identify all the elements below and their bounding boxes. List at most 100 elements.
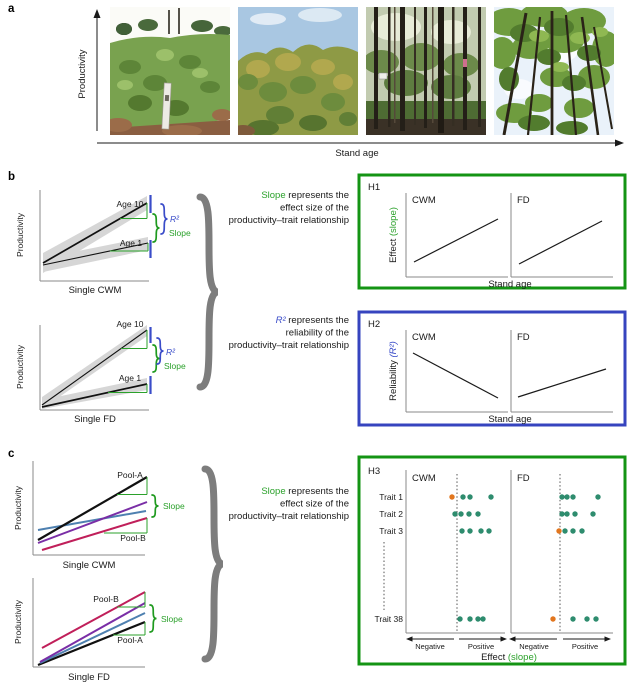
effect-dot-teal (584, 616, 590, 622)
effect-dot-teal (457, 616, 463, 622)
pool-line-crimson (41, 517, 148, 551)
effect-dot-teal (590, 511, 596, 517)
h3-label: H3 (368, 466, 380, 477)
pool-b-label: Pool-B (93, 594, 119, 604)
x-axis-label: Single FD (74, 414, 116, 425)
effect-dot-teal (458, 511, 464, 517)
h1-fd-trend-line (518, 220, 603, 265)
a-y-axis-arrow-icon (93, 9, 101, 18)
slope-brace-icon (152, 344, 160, 373)
effect-dot-teal (467, 616, 473, 622)
effect-dot-teal (466, 511, 472, 517)
effect-dot-orange (449, 494, 455, 500)
svg-text:productivity–trait relationshi: productivity–trait relationship (229, 340, 349, 351)
regression-line-age1 (41, 383, 148, 408)
svg-text:effect size of the: effect size of the (280, 499, 349, 510)
svg-text:R² represents the: R² represents the (276, 315, 349, 326)
age1-label: Age 1 (119, 373, 141, 383)
h1-cwm-label: CWM (412, 195, 436, 206)
pool-line-black (37, 476, 148, 541)
panel-a-letter: a (8, 3, 15, 15)
effect-dot-teal (480, 616, 486, 622)
y-axis-label: Productivity (15, 344, 25, 389)
effect-dot-teal (467, 528, 473, 534)
trait-row-label: Trait 38 (374, 614, 403, 624)
effect-dot-teal (570, 528, 576, 534)
slope-brace-icon (152, 213, 160, 243)
h2-cwm-label: CWM (412, 332, 436, 343)
y-axis-label: Productivity (15, 212, 25, 257)
effect-dot-teal (595, 494, 601, 500)
pool-line-purple (39, 602, 146, 663)
negative-label: Negative (415, 642, 445, 651)
effect-dot-teal (579, 528, 585, 534)
effect-dot-teal (593, 616, 599, 622)
effect-dot-teal (478, 528, 484, 534)
h2-x-axis-label: Stand age (488, 414, 531, 425)
pool-line-black (37, 620, 146, 667)
b-slope-note: Slope represents the effect size of the … (229, 190, 349, 226)
pool-a-label: Pool-A (117, 470, 143, 480)
effect-dot-teal (570, 616, 576, 622)
h1-y-axis-label: Effect (slope) (388, 207, 399, 263)
pool-line-steel (37, 510, 147, 531)
positive-label: Positive (468, 642, 494, 651)
pool-line-steel (39, 612, 146, 664)
age1-label: Age 1 (120, 238, 142, 248)
r2-note-highlight: R² (276, 315, 287, 326)
h2-y-axis-label: Reliability (R²) (388, 341, 399, 401)
trait-row-label: Trait 3 (379, 526, 403, 536)
arrow-right-icon (500, 636, 507, 642)
arrow-left-icon (406, 636, 413, 642)
effect-dot-teal (564, 511, 570, 517)
panel-c-brace-icon (201, 465, 225, 663)
r2-brace-icon (160, 203, 168, 235)
a-x-axis-label: Stand age (335, 148, 378, 159)
svg-text:reliability of the: reliability of the (286, 328, 349, 339)
effect-dot-teal (459, 528, 465, 534)
x-axis-label: Single CWM (69, 285, 122, 296)
arrow-left-icon (509, 636, 516, 642)
slope-label: Slope (161, 614, 183, 624)
effect-dot-teal (452, 511, 458, 517)
b-r2-note: R² represents the reliability of the pro… (229, 315, 349, 351)
effect-dot-teal (486, 528, 492, 534)
negative-label: Negative (519, 642, 549, 651)
h1-fd-label: FD (517, 195, 530, 206)
age10-label: Age 10 (117, 199, 144, 209)
h3-fd-label: FD (517, 473, 530, 484)
stand-photo-3 (366, 7, 486, 135)
slope-label: Slope (163, 501, 185, 511)
panel-a: a Productivity Stand age (8, 3, 624, 159)
effect-dot-teal (475, 511, 481, 517)
effect-dot-teal (572, 511, 578, 517)
slope-label: Slope (169, 228, 191, 238)
h2-cwm-trend-line (412, 352, 499, 399)
pool-line-purple (37, 501, 148, 544)
effect-dot-teal (488, 494, 494, 500)
x-axis-label: Single FD (68, 672, 110, 683)
effect-dot-teal (460, 494, 466, 500)
h1-x-axis-label: Stand age (488, 279, 531, 290)
slope-angle-marker (113, 622, 146, 636)
effect-dot-teal (562, 528, 568, 534)
svg-text:productivity–trait relationshi: productivity–trait relationship (229, 511, 349, 522)
regression-line-age10 (42, 202, 148, 264)
h2-box: H2 CWM FD Stand age Reliability (R²) (357, 310, 627, 427)
trait-row-label: Trait 1 (379, 492, 403, 502)
slope-label: Slope (164, 361, 186, 371)
svg-text:Slope represents the: Slope represents the (261, 486, 349, 497)
effect-dot-teal (559, 494, 565, 500)
age10-label: Age 10 (117, 319, 144, 329)
trait-row-label: Trait 2 (379, 509, 403, 519)
h3-x-axis-label: Effect (slope) (481, 652, 537, 663)
r2-label: R² (166, 347, 176, 357)
pool-a-label: Pool-A (117, 635, 143, 645)
h2-label: H2 (368, 319, 380, 330)
c-slope-note: Slope represents the effect size of the … (229, 486, 349, 522)
panel-b: b Productivity Single CWM Age 10 Age 1 R… (8, 171, 627, 427)
panel-b-brace-icon (196, 193, 220, 391)
c-cwm-plot: Productivity Single CWM Pool-A Pool-B Sl… (13, 461, 185, 571)
h2-fd-label: FD (517, 332, 530, 343)
effect-dot-orange (550, 616, 556, 622)
